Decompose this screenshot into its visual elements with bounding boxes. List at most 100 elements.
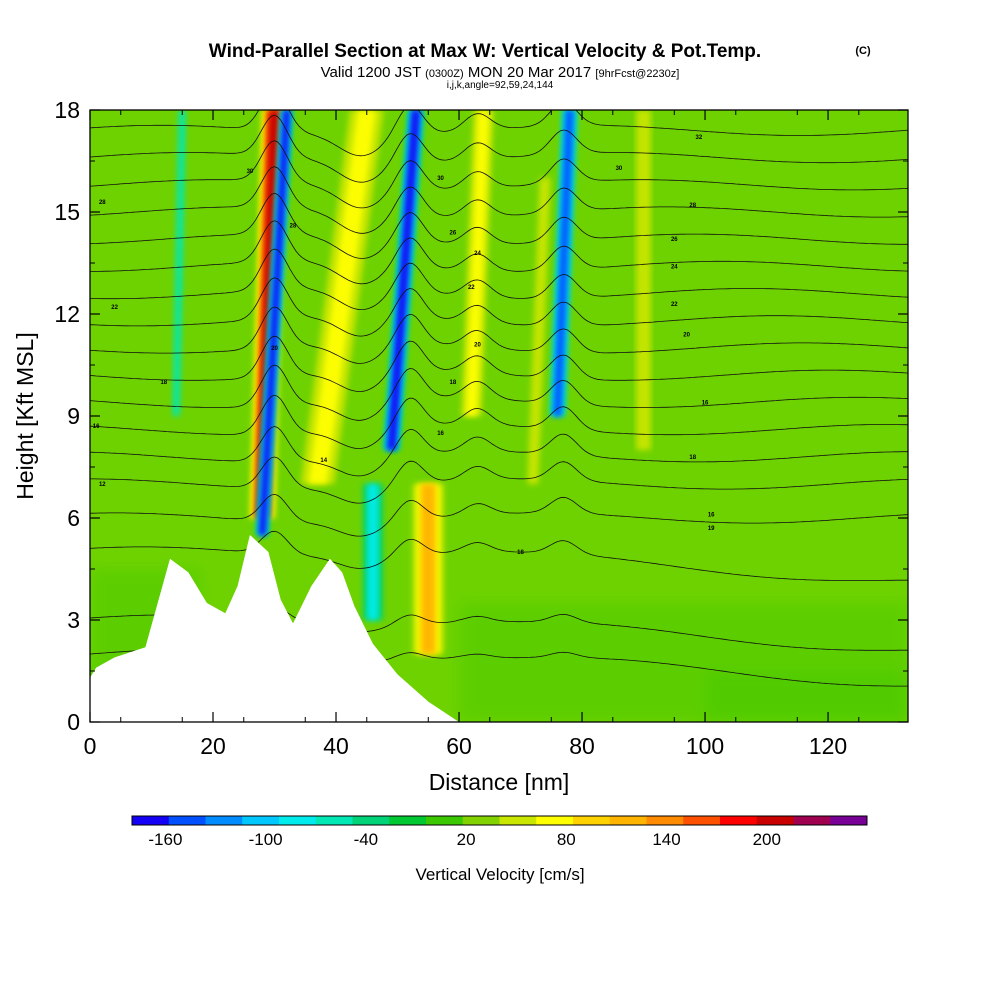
- isentrope-line-16: [90, 114, 908, 183]
- y-tick-label-5: 15: [54, 199, 80, 225]
- chart-subtitle: Valid 1200 JST (0300Z) MON 20 Mar 2017 […: [321, 64, 680, 81]
- colorbar: -160 -100 -40 20 80 140 200: [131, 815, 868, 849]
- y-tick-label-0: 0: [67, 709, 80, 735]
- isentrope-label-10: 18: [450, 380, 457, 386]
- isentrope-line-12: [90, 220, 908, 285]
- colorbar-swatch-4: [279, 816, 317, 825]
- chart-title: Wind-Parallel Section at Max W: Vertical…: [209, 41, 761, 62]
- isentrope-label-8: 16: [702, 400, 709, 406]
- colorbar-swatch-0: [132, 816, 170, 825]
- colorbar-swatch-17: [756, 816, 794, 825]
- isentrope-line-17: [90, 110, 908, 157]
- isentrope-line-8: [90, 335, 908, 392]
- colorbar-swatch-5: [315, 816, 353, 825]
- x-tick-label-1: 20: [200, 733, 226, 759]
- colorbar-tick-label-1: -100: [249, 830, 283, 849]
- colorbar-swatch-18: [793, 816, 831, 825]
- colorbar-swatch-11: [536, 816, 574, 825]
- isentrope-line-14: [90, 166, 908, 234]
- x-tick-label-5: 100: [686, 733, 724, 759]
- isentrope-label-26: 30: [616, 166, 623, 172]
- updraft-1: [300, 110, 384, 484]
- x-tick-label-2: 40: [323, 733, 349, 759]
- colorbar-tick-label-4: 80: [557, 830, 576, 849]
- isentrope-label-0: 18: [517, 550, 524, 556]
- isentrope-line-3: [90, 493, 908, 537]
- y-tick-label-2: 6: [67, 505, 80, 531]
- colorbar-swatch-9: [462, 816, 500, 825]
- isentrope-label-9: 18: [160, 380, 167, 386]
- y-tick-label-1: 3: [67, 607, 80, 633]
- downdraft-3: [172, 110, 186, 416]
- weak-band-2: [459, 603, 908, 722]
- isentrope-line-10: [90, 277, 908, 337]
- colorbar-swatch-2: [205, 816, 243, 825]
- colorbar-swatch-6: [352, 816, 390, 825]
- copyright-mark: (C): [855, 45, 871, 57]
- isentrope-label-23: 28: [689, 203, 696, 209]
- updraft-4: [527, 178, 551, 484]
- isentrope-label-25: 30: [247, 169, 254, 175]
- colorbar-label: Vertical Velocity [cm/s]: [415, 865, 584, 884]
- colorbar-swatch-15: [683, 816, 721, 825]
- colorbar-swatch-12: [573, 816, 611, 825]
- isentrope-label-3: 12: [99, 482, 106, 488]
- isentrope-label-14: 22: [111, 305, 118, 311]
- colorbar-swatch-14: [646, 816, 684, 825]
- isentrope-label-18: 24: [474, 251, 481, 257]
- isentrope-label-11: 20: [271, 346, 278, 352]
- isentrope-label-27: 32: [696, 135, 703, 141]
- chart-indices: i,j,k,angle=92,59,24,144: [447, 80, 554, 91]
- x-tick-label-6: 120: [809, 733, 847, 759]
- isentrope-label-21: 28: [290, 224, 297, 230]
- isentrope-line-2: [90, 530, 908, 581]
- colorbar-tick-label-2: -40: [354, 830, 379, 849]
- terrain-profile: [90, 535, 908, 722]
- isentrope-label-22: 28: [99, 200, 106, 206]
- colorbar-tick-label-3: 20: [457, 830, 476, 849]
- colorbar-tick-label-6: 200: [753, 830, 781, 849]
- colorbar-swatch-16: [720, 816, 758, 825]
- isentrope-label-24: 30: [437, 176, 444, 182]
- downdraft-1: [383, 110, 425, 450]
- isentrope-line-6: [90, 394, 908, 449]
- isentrope-line-11: [90, 248, 908, 311]
- isentrope-line-7: [90, 364, 908, 421]
- isentrope-label-5: 18: [689, 455, 696, 461]
- isentrope-label-15: 22: [468, 285, 475, 291]
- colorbar-swatch-10: [499, 816, 537, 825]
- isentrope-label-16: 22: [671, 302, 678, 308]
- isentrope-label-19: 26: [450, 230, 457, 236]
- colorbar-swatch-3: [242, 816, 280, 825]
- isentrope-label-17: 24: [671, 264, 678, 270]
- axes: 0 20 40 60 80 100 120 0 3 6 9 12 15 18: [54, 97, 908, 759]
- updraft-2: [412, 484, 444, 654]
- isentrope-label-2: 16: [708, 513, 715, 519]
- isentrope-line-5: [90, 426, 908, 477]
- isentrope-label-20: 26: [671, 237, 678, 243]
- colorbar-swatch-7: [389, 816, 427, 825]
- colorbar-tick-label-0: -160: [148, 830, 182, 849]
- isentrope-line-9: [90, 306, 908, 364]
- isentrope-label-12: 20: [474, 343, 481, 349]
- isentrope-label-7: 16: [437, 431, 444, 437]
- isentrope-labels: 18 19 16 12 14 18 16 16 16 18 18 20 20 20 22 22 22 24 24 26…: [93, 135, 715, 556]
- x-tick-label-3: 60: [446, 733, 472, 759]
- x-tick-label-0: 0: [84, 733, 97, 759]
- y-tick-label-4: 12: [54, 301, 80, 327]
- isentrope-label-6: 16: [93, 424, 100, 430]
- y-tick-label-6: 18: [54, 97, 80, 123]
- x-axis-label: Distance [nm]: [429, 769, 570, 795]
- downdraft-2: [549, 110, 578, 416]
- updraft-5: [636, 110, 651, 450]
- isentrope-label-1: 19: [708, 526, 715, 532]
- colorbar-swatch-8: [426, 816, 464, 825]
- x-tick-label-4: 80: [569, 733, 595, 759]
- colorbar-swatch-19: [830, 816, 868, 825]
- isentrope-label-4: 14: [320, 458, 327, 464]
- isentrope-line-15: [90, 140, 908, 209]
- colorbar-swatch-13: [609, 816, 647, 825]
- isentrope-label-13: 20: [683, 332, 690, 338]
- downdraft-0: [255, 110, 294, 535]
